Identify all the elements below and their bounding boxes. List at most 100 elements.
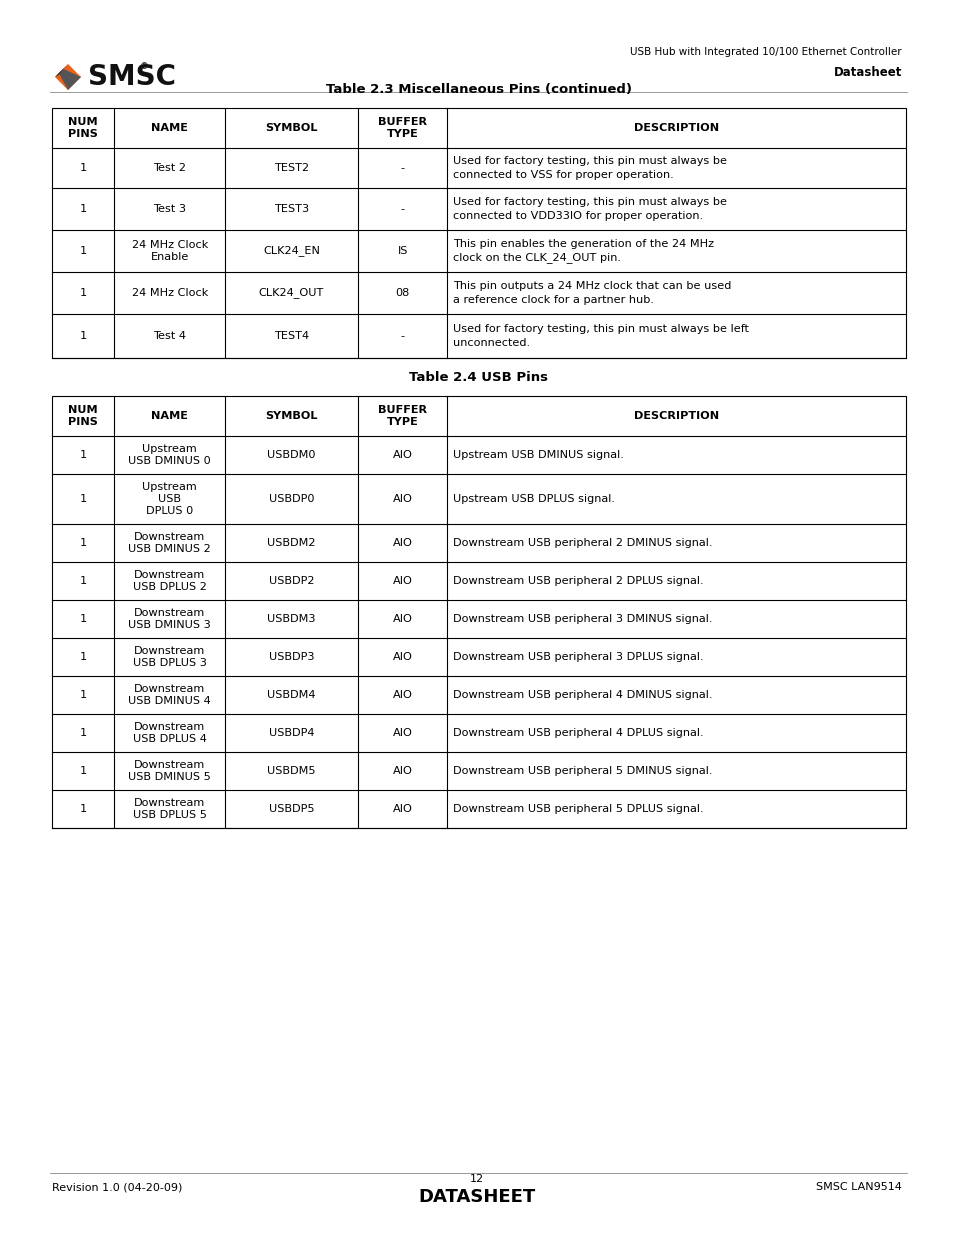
Text: Test 3: Test 3 bbox=[153, 204, 186, 214]
Text: Datasheet: Datasheet bbox=[833, 65, 901, 79]
Text: This pin enables the generation of the 24 MHz
clock on the CLK_24_OUT pin.: This pin enables the generation of the 2… bbox=[453, 238, 714, 263]
Text: AIO: AIO bbox=[393, 494, 412, 504]
Text: Upstream
USB
DPLUS 0: Upstream USB DPLUS 0 bbox=[142, 482, 197, 516]
Text: USBDM3: USBDM3 bbox=[267, 614, 315, 624]
Text: USBDM2: USBDM2 bbox=[267, 538, 315, 548]
Text: TEST4: TEST4 bbox=[274, 331, 309, 341]
Text: USBDP0: USBDP0 bbox=[269, 494, 314, 504]
Text: USBDM5: USBDM5 bbox=[267, 766, 315, 776]
Text: Downstream USB peripheral 2 DMINUS signal.: Downstream USB peripheral 2 DMINUS signa… bbox=[453, 538, 712, 548]
Bar bbox=[52, 107, 905, 358]
Text: 1: 1 bbox=[79, 288, 87, 298]
Text: Upstream USB DPLUS signal.: Upstream USB DPLUS signal. bbox=[453, 494, 615, 504]
Text: Downstream
USB DPLUS 2: Downstream USB DPLUS 2 bbox=[132, 569, 207, 593]
Text: 1: 1 bbox=[79, 204, 87, 214]
Text: 1: 1 bbox=[79, 163, 87, 173]
Text: 1: 1 bbox=[79, 494, 87, 504]
Polygon shape bbox=[55, 64, 68, 77]
Text: USBDM0: USBDM0 bbox=[267, 450, 315, 459]
Text: NUM
PINS: NUM PINS bbox=[69, 117, 98, 140]
Text: Test 2: Test 2 bbox=[153, 163, 186, 173]
Text: 1: 1 bbox=[79, 766, 87, 776]
Text: NAME: NAME bbox=[152, 411, 188, 421]
Text: AIO: AIO bbox=[393, 450, 412, 459]
Text: Downstream USB peripheral 4 DPLUS signal.: Downstream USB peripheral 4 DPLUS signal… bbox=[453, 727, 703, 739]
Text: 1: 1 bbox=[79, 690, 87, 700]
Text: USBDP2: USBDP2 bbox=[269, 576, 314, 585]
Text: Downstream USB peripheral 3 DMINUS signal.: Downstream USB peripheral 3 DMINUS signa… bbox=[453, 614, 712, 624]
Text: Downstream USB peripheral 5 DMINUS signal.: Downstream USB peripheral 5 DMINUS signa… bbox=[453, 766, 712, 776]
Text: NAME: NAME bbox=[152, 124, 188, 133]
Text: Used for factory testing, this pin must always be
connected to VSS for proper op: Used for factory testing, this pin must … bbox=[453, 157, 726, 179]
Bar bbox=[52, 396, 905, 827]
Text: 12: 12 bbox=[470, 1174, 483, 1184]
Text: USBDP3: USBDP3 bbox=[269, 652, 314, 662]
Text: Used for factory testing, this pin must always be left
unconnected.: Used for factory testing, this pin must … bbox=[453, 325, 748, 347]
Text: DESCRIPTION: DESCRIPTION bbox=[634, 411, 719, 421]
Text: USBDP4: USBDP4 bbox=[269, 727, 314, 739]
Text: 1: 1 bbox=[79, 652, 87, 662]
Text: NUM
PINS: NUM PINS bbox=[69, 405, 98, 427]
Text: AIO: AIO bbox=[393, 576, 412, 585]
Text: USB Hub with Integrated 10/100 Ethernet Controller: USB Hub with Integrated 10/100 Ethernet … bbox=[630, 47, 901, 57]
Text: Downstream USB peripheral 4 DMINUS signal.: Downstream USB peripheral 4 DMINUS signa… bbox=[453, 690, 712, 700]
Text: 1: 1 bbox=[79, 450, 87, 459]
Text: 1: 1 bbox=[79, 804, 87, 814]
Text: Downstream
USB DMINUS 5: Downstream USB DMINUS 5 bbox=[129, 760, 211, 782]
Text: USBDP5: USBDP5 bbox=[269, 804, 314, 814]
Text: IS: IS bbox=[397, 246, 407, 256]
Text: 1: 1 bbox=[79, 246, 87, 256]
Text: Downstream
USB DMINUS 3: Downstream USB DMINUS 3 bbox=[129, 608, 211, 630]
Text: Used for factory testing, this pin must always be
connected to VDD33IO for prope: Used for factory testing, this pin must … bbox=[453, 198, 726, 221]
Text: 24 MHz Clock: 24 MHz Clock bbox=[132, 288, 208, 298]
Text: Downstream
USB DPLUS 4: Downstream USB DPLUS 4 bbox=[132, 721, 207, 745]
Text: CLK24_EN: CLK24_EN bbox=[263, 246, 319, 257]
Text: Table 2.3 Miscellaneous Pins (continued): Table 2.3 Miscellaneous Pins (continued) bbox=[326, 83, 631, 96]
Text: Downstream
USB DPLUS 3: Downstream USB DPLUS 3 bbox=[132, 646, 207, 668]
Text: SYMBOL: SYMBOL bbox=[265, 124, 317, 133]
Text: SYMBOL: SYMBOL bbox=[265, 411, 317, 421]
Text: Downstream
USB DMINUS 4: Downstream USB DMINUS 4 bbox=[129, 684, 211, 706]
Text: BUFFER
TYPE: BUFFER TYPE bbox=[377, 117, 427, 140]
Text: Test 4: Test 4 bbox=[153, 331, 186, 341]
Text: TEST3: TEST3 bbox=[274, 204, 309, 214]
Text: 08: 08 bbox=[395, 288, 409, 298]
Text: Downstream USB peripheral 2 DPLUS signal.: Downstream USB peripheral 2 DPLUS signal… bbox=[453, 576, 703, 585]
Text: ®: ® bbox=[140, 63, 149, 72]
Text: Downstream
USB DPLUS 5: Downstream USB DPLUS 5 bbox=[132, 798, 207, 820]
Text: -: - bbox=[400, 204, 404, 214]
Text: BUFFER
TYPE: BUFFER TYPE bbox=[377, 405, 427, 427]
Text: Downstream
USB DMINUS 2: Downstream USB DMINUS 2 bbox=[129, 532, 211, 555]
Polygon shape bbox=[55, 64, 81, 90]
Text: Downstream USB peripheral 5 DPLUS signal.: Downstream USB peripheral 5 DPLUS signal… bbox=[453, 804, 703, 814]
Text: AIO: AIO bbox=[393, 652, 412, 662]
Text: CLK24_OUT: CLK24_OUT bbox=[258, 288, 324, 299]
Text: TEST2: TEST2 bbox=[274, 163, 309, 173]
Text: Upstream
USB DMINUS 0: Upstream USB DMINUS 0 bbox=[129, 443, 211, 466]
Text: -: - bbox=[400, 163, 404, 173]
Text: 1: 1 bbox=[79, 614, 87, 624]
Text: 1: 1 bbox=[79, 727, 87, 739]
Text: AIO: AIO bbox=[393, 614, 412, 624]
Text: AIO: AIO bbox=[393, 766, 412, 776]
Polygon shape bbox=[55, 64, 68, 77]
Text: This pin outputs a 24 MHz clock that can be used
a reference clock for a partner: This pin outputs a 24 MHz clock that can… bbox=[453, 282, 731, 305]
Text: Table 2.4 USB Pins: Table 2.4 USB Pins bbox=[409, 370, 548, 384]
Polygon shape bbox=[59, 69, 81, 90]
Text: DATASHEET: DATASHEET bbox=[418, 1188, 535, 1207]
Text: AIO: AIO bbox=[393, 804, 412, 814]
Text: USBDM4: USBDM4 bbox=[267, 690, 315, 700]
Text: 1: 1 bbox=[79, 576, 87, 585]
Text: Upstream USB DMINUS signal.: Upstream USB DMINUS signal. bbox=[453, 450, 623, 459]
Text: Downstream USB peripheral 3 DPLUS signal.: Downstream USB peripheral 3 DPLUS signal… bbox=[453, 652, 703, 662]
Text: 1: 1 bbox=[79, 331, 87, 341]
Text: -: - bbox=[400, 331, 404, 341]
Text: Revision 1.0 (04-20-09): Revision 1.0 (04-20-09) bbox=[52, 1182, 182, 1192]
Text: AIO: AIO bbox=[393, 690, 412, 700]
Text: SMSC: SMSC bbox=[88, 63, 175, 91]
Text: DESCRIPTION: DESCRIPTION bbox=[634, 124, 719, 133]
Text: AIO: AIO bbox=[393, 538, 412, 548]
Text: 24 MHz Clock
Enable: 24 MHz Clock Enable bbox=[132, 240, 208, 262]
Text: SMSC LAN9514: SMSC LAN9514 bbox=[815, 1182, 901, 1192]
Text: AIO: AIO bbox=[393, 727, 412, 739]
